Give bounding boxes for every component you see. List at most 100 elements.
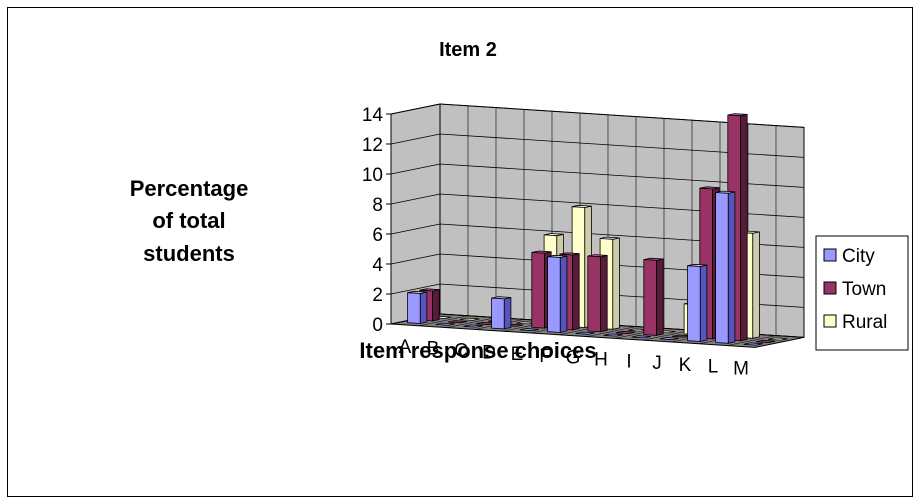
bar-base bbox=[460, 317, 480, 321]
bar-side bbox=[600, 254, 608, 333]
bar-front bbox=[407, 292, 421, 324]
chart-title: Item 2 bbox=[439, 39, 497, 61]
legend: City Town Rural bbox=[815, 235, 909, 351]
bar bbox=[615, 330, 636, 335]
y-axis-label-line-3: students bbox=[143, 241, 235, 266]
bar bbox=[643, 257, 664, 336]
y-tick-label: 4 bbox=[372, 255, 383, 276]
chart-frame: Item 2 Percentage of total students Item… bbox=[7, 7, 913, 497]
legend-swatch bbox=[823, 314, 837, 328]
bar-side bbox=[752, 231, 760, 339]
bar bbox=[659, 337, 679, 341]
x-tick-label: B bbox=[427, 339, 440, 360]
bar-base bbox=[603, 333, 623, 337]
bar bbox=[547, 254, 568, 333]
legend-swatch bbox=[823, 281, 837, 295]
bar bbox=[743, 342, 763, 346]
x-tick-label: I bbox=[626, 351, 631, 372]
x-tick-label: A bbox=[399, 337, 412, 358]
bar-side bbox=[572, 253, 580, 331]
x-tick-label: D bbox=[482, 342, 496, 363]
gridline bbox=[390, 223, 805, 248]
bar-front bbox=[687, 265, 701, 342]
legend-label: City bbox=[842, 246, 875, 267]
bar-side bbox=[740, 113, 748, 342]
bar bbox=[519, 328, 539, 332]
y-tick-label: 0 bbox=[372, 315, 383, 336]
bar-side bbox=[612, 237, 620, 330]
x-axis-label: Item response choices bbox=[359, 338, 596, 363]
y-tick-label: 2 bbox=[372, 285, 383, 306]
y-tick-label: 6 bbox=[372, 225, 383, 246]
bar-front bbox=[547, 256, 561, 333]
floor-gridline bbox=[586, 326, 637, 337]
bar bbox=[447, 320, 468, 324]
bar bbox=[687, 263, 708, 342]
x-tick-label: L bbox=[708, 357, 719, 378]
bar bbox=[463, 324, 483, 328]
x-tick-label: E bbox=[511, 344, 524, 365]
bar bbox=[768, 337, 788, 341]
x-tick-label: M bbox=[733, 359, 749, 380]
gridline bbox=[390, 253, 805, 278]
bar bbox=[491, 296, 512, 330]
bar-side bbox=[419, 291, 428, 324]
bar-base bbox=[631, 335, 651, 339]
bar-base bbox=[615, 330, 636, 335]
x-tick-label: K bbox=[679, 355, 692, 376]
bar bbox=[435, 322, 455, 326]
bars bbox=[407, 113, 788, 346]
bar-base bbox=[659, 337, 679, 341]
bar-side bbox=[656, 258, 664, 336]
bar-side bbox=[431, 289, 440, 322]
y-tick-label: 10 bbox=[362, 165, 383, 186]
x-tick-label: H bbox=[594, 350, 608, 371]
bar-front bbox=[491, 297, 505, 330]
bar-base bbox=[463, 324, 483, 328]
gridline bbox=[390, 163, 805, 188]
y-tick-label: 14 bbox=[362, 105, 384, 126]
bar-base bbox=[519, 328, 539, 332]
y-tick-label: 12 bbox=[362, 135, 383, 156]
bar-front bbox=[531, 251, 545, 329]
x-tick-label: G bbox=[566, 348, 581, 369]
bar-front bbox=[587, 255, 601, 333]
bar bbox=[715, 190, 736, 344]
bar bbox=[587, 254, 608, 333]
bar-front bbox=[643, 259, 657, 336]
gridline bbox=[390, 133, 805, 158]
gridline bbox=[390, 103, 805, 128]
bar bbox=[575, 331, 595, 335]
y-axis-ticks: 0 2 4 6 8 10 12 14 bbox=[362, 105, 391, 336]
bar bbox=[460, 317, 480, 321]
bar bbox=[603, 333, 623, 337]
bar-base bbox=[575, 331, 595, 335]
bar bbox=[755, 339, 776, 344]
y-tick-label: 8 bbox=[372, 195, 383, 216]
legend-swatch bbox=[823, 248, 837, 262]
bar-base bbox=[743, 342, 763, 346]
bar-side bbox=[699, 264, 708, 342]
bar-side bbox=[503, 297, 512, 330]
bar bbox=[631, 335, 651, 339]
bar-base bbox=[768, 337, 788, 341]
bar-side bbox=[559, 255, 568, 333]
legend-label: Rural bbox=[842, 312, 887, 333]
y-axis-label-line-1: Percentage bbox=[130, 176, 249, 201]
x-tick-label: J bbox=[652, 353, 662, 374]
y-axis-label-line-2: of total bbox=[152, 208, 225, 233]
bar-base bbox=[447, 320, 468, 324]
gridline bbox=[390, 193, 805, 218]
bar-side bbox=[727, 191, 736, 344]
legend-label: Town bbox=[842, 279, 886, 300]
x-tick-label: C bbox=[454, 341, 468, 362]
bar-base bbox=[435, 322, 455, 326]
bar-base bbox=[755, 339, 776, 344]
gridline bbox=[390, 283, 805, 308]
floor-gridline bbox=[418, 315, 469, 327]
floor-gridline bbox=[726, 335, 777, 346]
y-axis-label: Percentage of total students bbox=[130, 176, 249, 266]
bar bbox=[407, 290, 428, 324]
bar-front bbox=[715, 192, 729, 344]
